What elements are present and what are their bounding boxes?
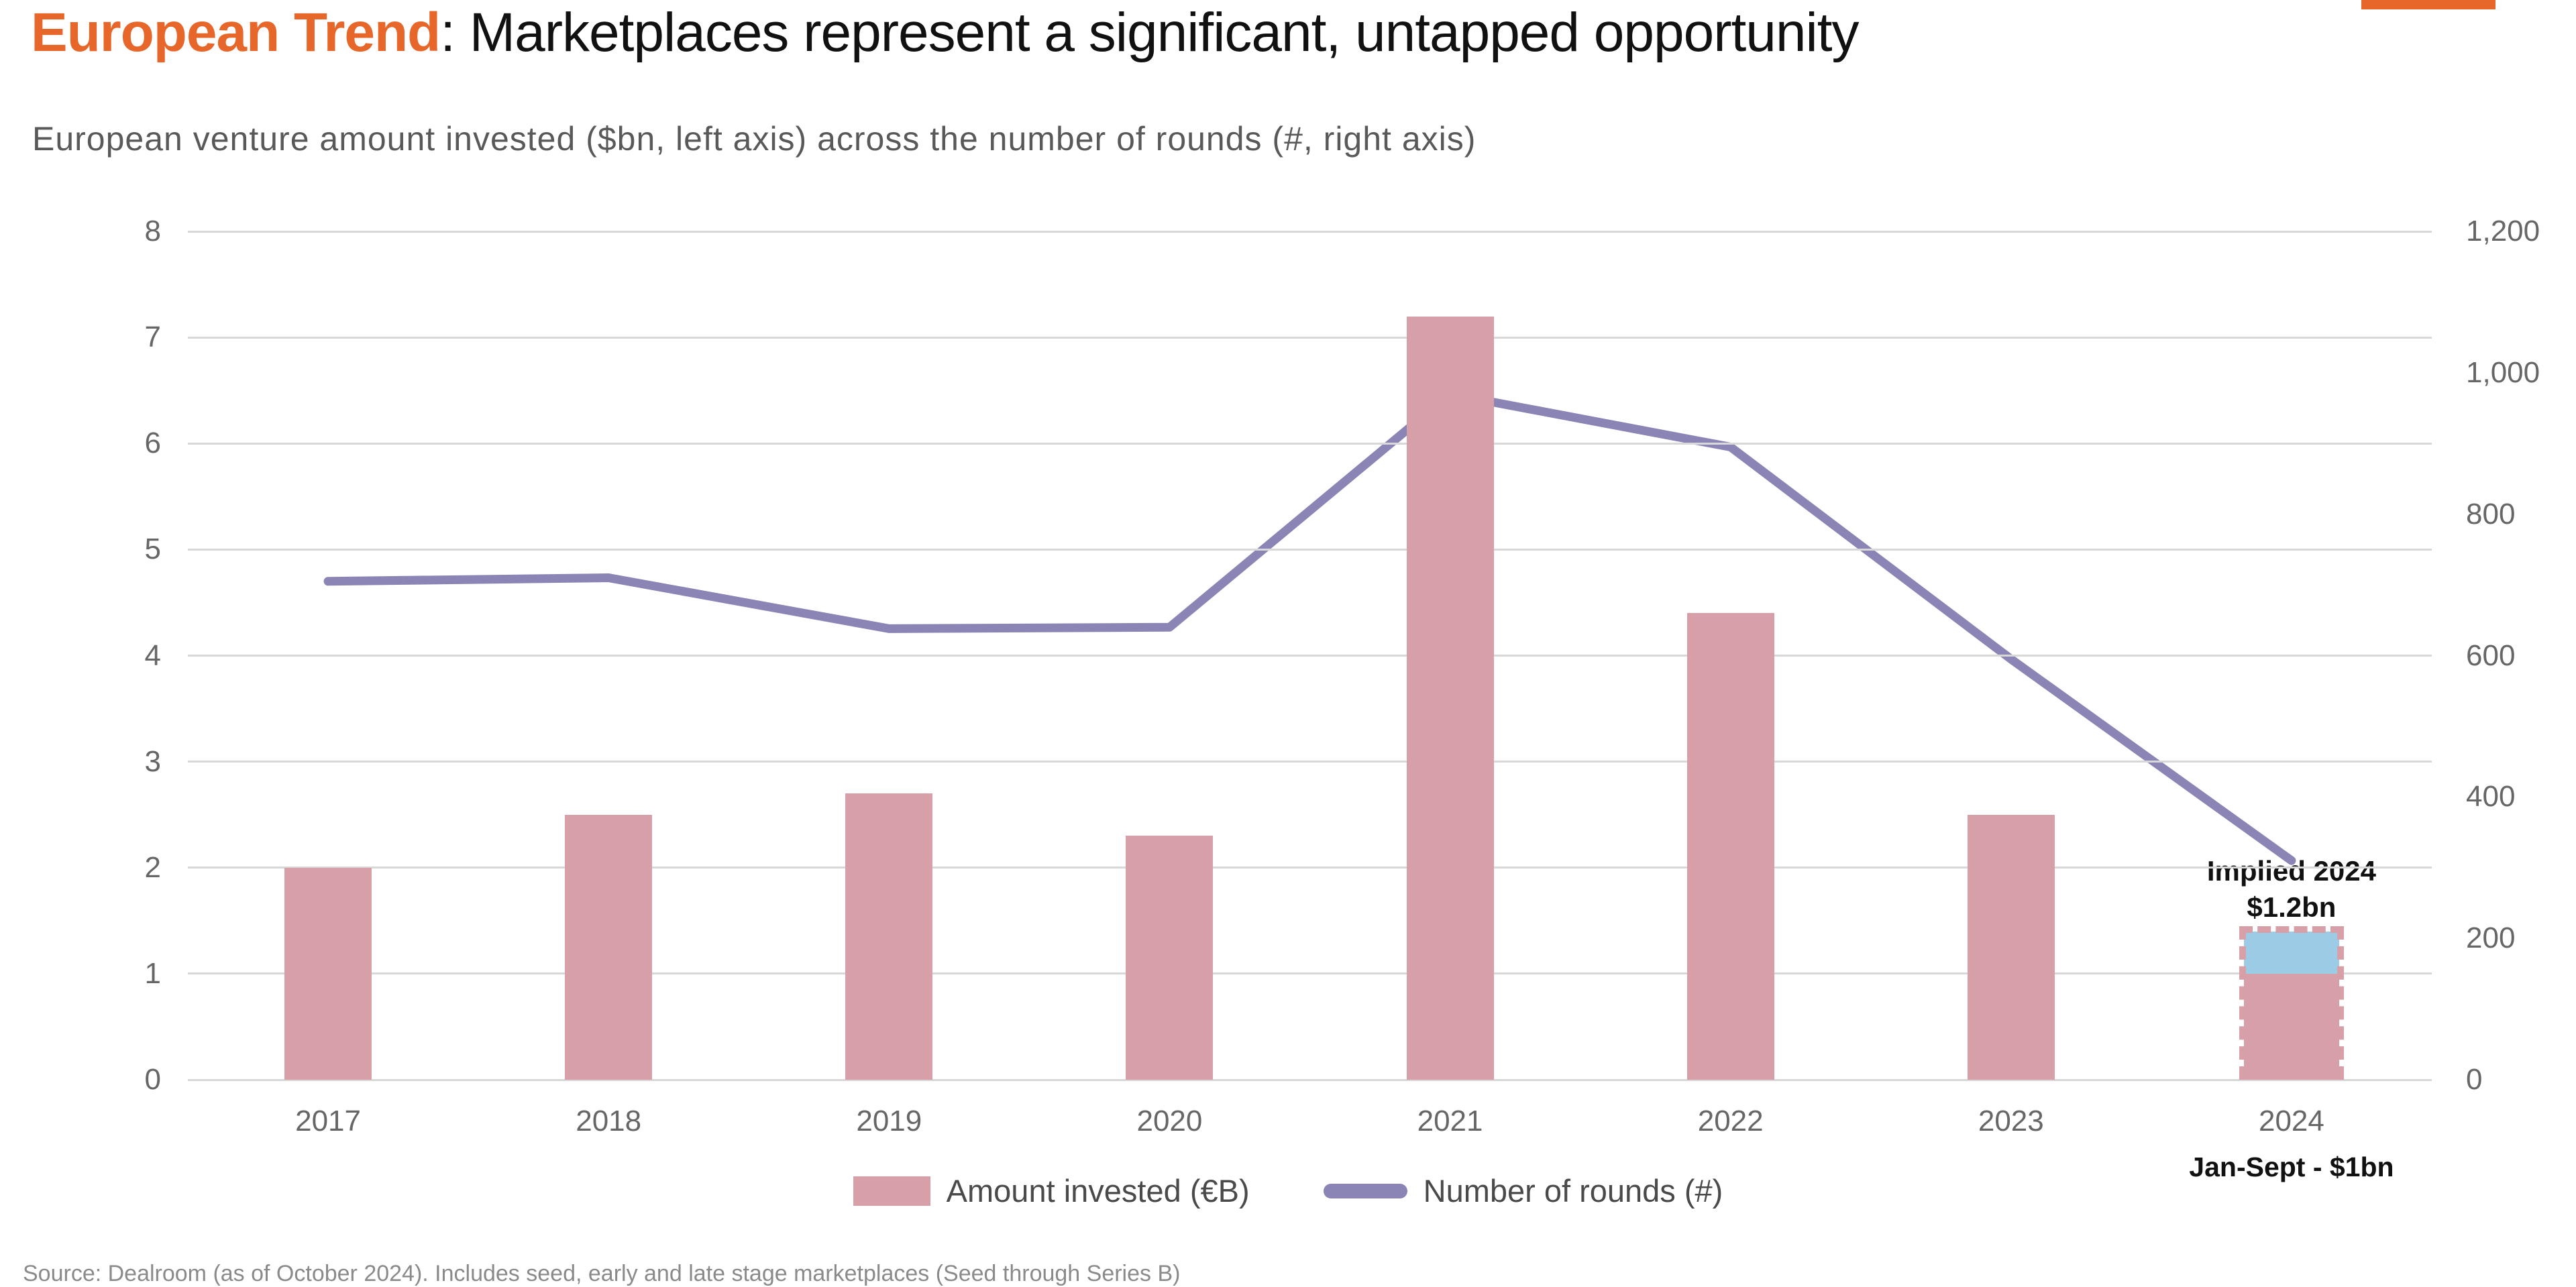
left-axis-tick: 8: [144, 215, 161, 247]
right-axis-tick: 800: [2466, 497, 2516, 530]
x-axis-label-2023: 2023: [1978, 1105, 2044, 1137]
bar-2019: [845, 793, 933, 1080]
gridline: [188, 548, 2432, 551]
legend-swatch-number-of-rounds: [1323, 1183, 1407, 1198]
x-axis-label-2020: 2020: [1136, 1105, 1203, 1137]
left-axis-tick: 4: [144, 638, 161, 672]
gridline: [188, 442, 2432, 445]
right-axis-tick: 0: [2466, 1063, 2483, 1096]
right-axis-tick: 200: [2466, 921, 2516, 955]
deco-accent-bar: [2361, 0, 2496, 9]
x-axis-label-2024: 2024: [2258, 1105, 2324, 1137]
legend-item-number-of-rounds: Number of rounds (#): [1323, 1172, 1723, 1209]
source-note: Source: Dealroom (as of October 2024). I…: [23, 1261, 1181, 1286]
annotation-line-2: $1.2bn: [2247, 891, 2337, 923]
legend-label-number-of-rounds: Number of rounds (#): [1423, 1173, 1723, 1209]
rounds-line: [323, 390, 2296, 865]
gridline: [188, 655, 2432, 657]
left-axis-tick: 1: [144, 956, 161, 990]
right-axis-tick: 400: [2466, 780, 2516, 814]
page-title-highlight: European Trend: [31, 2, 441, 63]
x-axis-label-2017: 2017: [295, 1105, 361, 1137]
legend-swatch-amount-invested: [853, 1176, 930, 1206]
gridline: [188, 1078, 2432, 1081]
left-axis-tick: 0: [144, 1063, 161, 1096]
bar-2021: [1406, 316, 1494, 1080]
x-axis-label-2019: 2019: [856, 1105, 922, 1137]
x-axis-label-2022: 2022: [1697, 1105, 1764, 1137]
legend-label-amount-invested: Amount invested (€B): [946, 1173, 1250, 1209]
gridline: [188, 761, 2432, 763]
annotation-implied-2024: Implied 2024 $1.2bn: [2057, 853, 2526, 926]
bar-2023: [1967, 814, 2055, 1080]
gridline: [188, 972, 2432, 975]
x-axis-label-2018: 2018: [576, 1105, 642, 1137]
bar-2020: [1126, 836, 1214, 1080]
gridline: [188, 230, 2432, 233]
left-axis-tick: 3: [144, 744, 161, 778]
right-axis-tick: 600: [2466, 638, 2516, 672]
bar-2017: [284, 867, 372, 1080]
bar-2018: [565, 814, 653, 1080]
left-axis-tick: 6: [144, 427, 161, 460]
bar-2024-implied-fill: [2243, 931, 2339, 974]
left-axis-tick: 7: [144, 321, 161, 354]
right-axis-tick: 1,200: [2466, 215, 2540, 247]
chart-subtitle: European venture amount invested ($bn, l…: [32, 120, 1477, 158]
chart-legend: Amount invested (€B) Number of rounds (#…: [0, 1172, 2576, 1209]
page-title: European Trend: Marketplaces represent a…: [31, 1, 1860, 64]
x-axis-label-2021: 2021: [1417, 1105, 1483, 1137]
bar-2022: [1686, 613, 1774, 1080]
x-sublabel-2024: Jan-Sept - $1bn: [2189, 1152, 2394, 1182]
bar-2024: [2243, 973, 2339, 1080]
left-axis-tick: 5: [144, 533, 161, 566]
right-axis-tick: 1,000: [2466, 355, 2540, 389]
legend-item-amount-invested: Amount invested (€B): [853, 1172, 1250, 1209]
left-axis-tick: 2: [144, 850, 161, 884]
annotation-line-1: Implied 2024: [2206, 855, 2376, 887]
page-title-rest: : Marketplaces represent a significant, …: [440, 2, 1859, 63]
gridline: [188, 866, 2432, 869]
bar-2024-implied-outline: [2239, 926, 2344, 1080]
gridline: [188, 336, 2432, 339]
